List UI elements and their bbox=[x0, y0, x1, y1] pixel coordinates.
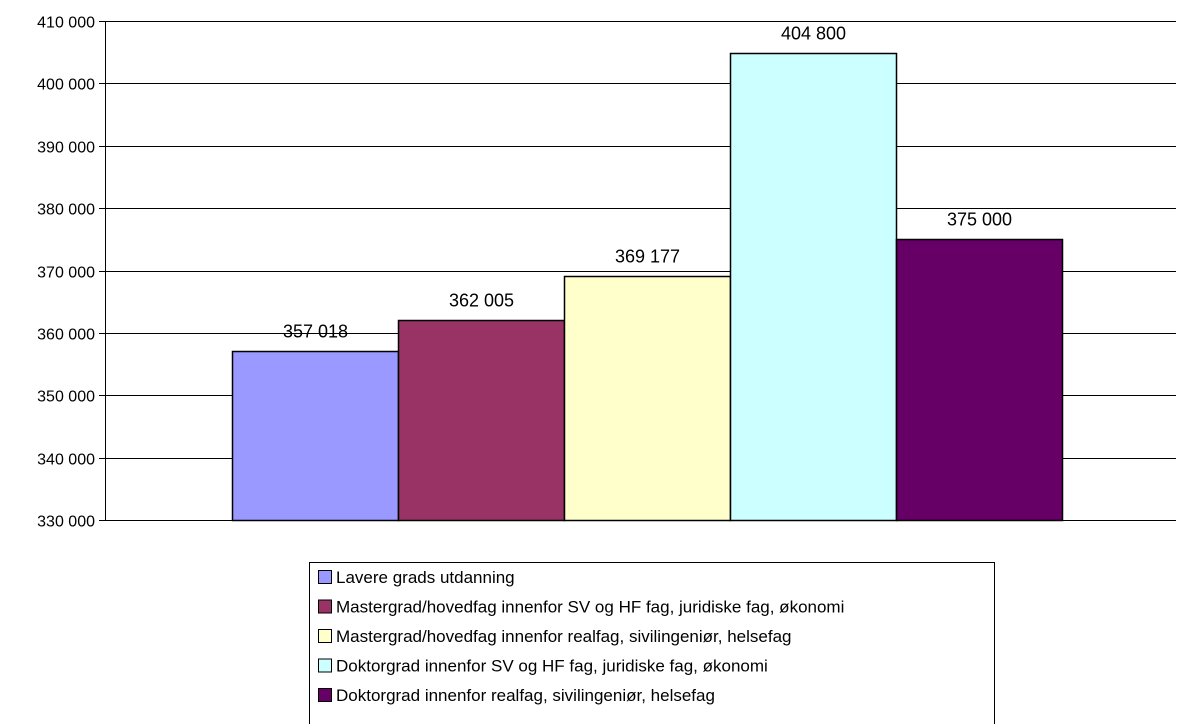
bar bbox=[563, 275, 732, 522]
y-tick-label: 380 000 bbox=[37, 202, 95, 219]
legend-swatch bbox=[318, 658, 332, 673]
data-label: 369 177 bbox=[615, 247, 680, 267]
legend-label: Mastergrad/hovedfag innenfor realfag, si… bbox=[336, 627, 792, 646]
bar bbox=[729, 52, 898, 522]
data-label: 375 000 bbox=[947, 210, 1012, 230]
data-label: 357 018 bbox=[283, 322, 348, 342]
legend-label: Mastergrad/hovedfag innenfor SV og HF fa… bbox=[336, 598, 844, 617]
y-tick-label: 410 000 bbox=[37, 15, 95, 32]
y-tick-label: 350 000 bbox=[37, 389, 95, 406]
bar bbox=[895, 238, 1064, 522]
legend-label: Doktorgrad innenfor SV og HF fag, juridi… bbox=[336, 657, 768, 676]
legend-swatch bbox=[318, 688, 332, 702]
legend-swatch bbox=[318, 629, 332, 643]
y-tick-label: 370 000 bbox=[37, 265, 95, 282]
y-tick-label: 360 000 bbox=[37, 327, 95, 344]
legend-label: Doktorgrad innenfor realfag, sivilingeni… bbox=[336, 686, 715, 705]
legend: Lavere grads utdanning Mastergrad/hovedfa… bbox=[309, 562, 995, 724]
bar bbox=[231, 350, 400, 522]
y-tick-label: 340 000 bbox=[37, 452, 95, 469]
legend-swatch bbox=[318, 570, 332, 584]
y-tick-label: 390 000 bbox=[37, 140, 95, 157]
legend-swatch bbox=[318, 599, 332, 614]
legend-box bbox=[309, 562, 995, 724]
bars bbox=[231, 52, 1064, 522]
data-labels: 357 018 362 005 369 177 404 800 375 000 bbox=[283, 24, 1012, 342]
data-label: 404 800 bbox=[781, 24, 846, 44]
y-tick-label: 330 000 bbox=[37, 514, 95, 531]
y-tick-label: 400 000 bbox=[37, 77, 95, 94]
y-axis: 330 000 340 000 350 000 360 000 370 000 380 0… bbox=[37, 15, 1176, 531]
legend-label: Lavere grads utdanning bbox=[336, 568, 515, 587]
data-label: 362 005 bbox=[449, 291, 514, 311]
bar bbox=[397, 319, 566, 522]
